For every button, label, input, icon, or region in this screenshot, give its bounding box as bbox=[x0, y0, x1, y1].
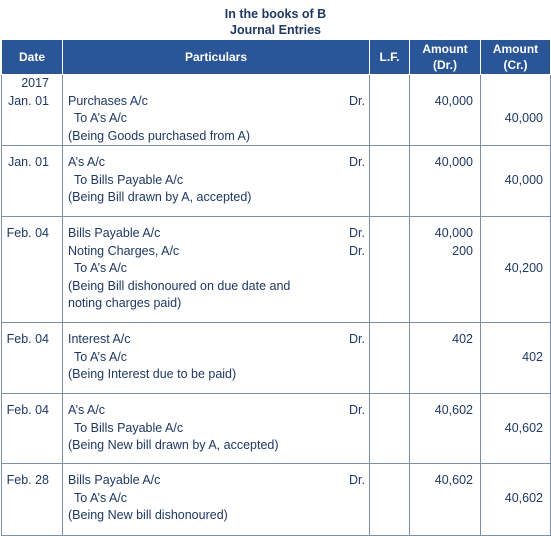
dr-marker: Dr. bbox=[349, 93, 365, 108]
dr-amount-label: Amount bbox=[422, 42, 468, 56]
narration: (Being New bill drawn by A, accepted) bbox=[68, 438, 279, 452]
header-row: Date Particulars L.F. Amount (Dr.) Amoun… bbox=[1, 39, 551, 75]
date-cell: Feb. 04 bbox=[1, 322, 63, 394]
narration: (Being Interest due to be paid) bbox=[68, 367, 237, 381]
dr-amount: 40,000 bbox=[434, 93, 473, 108]
dr-marker: Dr. bbox=[349, 332, 365, 346]
entry-date: Feb. 28 bbox=[6, 473, 49, 487]
cr-amount: 40,000 bbox=[504, 172, 543, 187]
debit-account: Interest A/c bbox=[68, 332, 131, 346]
table-row: Feb. 04 Bills Payable A/c Noting Charges… bbox=[1, 216, 551, 323]
cr-amount-cell: 40,000 bbox=[480, 145, 551, 217]
particulars-cell: Bills Payable A/c To A’s A/c (Being New … bbox=[62, 463, 370, 536]
cr-amount-cell: 40,000 bbox=[480, 74, 551, 146]
cr-amount-cell: 40,200 bbox=[480, 216, 551, 323]
cr-amount: 40,200 bbox=[504, 261, 543, 275]
debit-account: Bills Payable A/c bbox=[68, 473, 161, 487]
dr-marker: Dr. bbox=[349, 155, 365, 169]
entry-date: Feb. 04 bbox=[6, 332, 49, 346]
entry-date: Jan. 01 bbox=[7, 93, 49, 108]
col-date-header: Date bbox=[1, 39, 63, 75]
dr-amount-cell: 40,602 bbox=[409, 463, 481, 536]
dr-amount-cell: 40,602 bbox=[409, 393, 481, 464]
cr-amount: 402 bbox=[522, 349, 543, 364]
cr-amount-label: Amount bbox=[492, 42, 539, 56]
lf-cell bbox=[369, 74, 410, 146]
narration: (Being Goods purchased from A) bbox=[68, 128, 251, 143]
particulars-cell: A’s A/c To Bills Payable A/c (Being Bill… bbox=[62, 145, 370, 217]
lf-cell bbox=[369, 145, 410, 217]
credit-account: To A’s A/c bbox=[74, 261, 128, 275]
cr-amount: 40,000 bbox=[504, 111, 543, 125]
dr-amount-cell: 40,000 200 bbox=[409, 216, 481, 323]
cr-amount-cell: 402 bbox=[480, 322, 551, 394]
particulars-cell: Purchases A/c To A’s A/c (Being Goods pu… bbox=[62, 74, 370, 146]
cr-label: (Cr.) bbox=[503, 58, 528, 72]
debit-account: Noting Charges, A/c bbox=[68, 243, 180, 258]
narration: (Being New bill dishonoured) bbox=[68, 508, 228, 522]
book-title: In the books of B bbox=[224, 7, 327, 21]
narration: (Being Bill drawn by A, accepted) bbox=[68, 190, 252, 204]
date-cell: Jan. 01 bbox=[1, 145, 63, 217]
dr-amount: 40,602 bbox=[434, 403, 473, 417]
dr-amount: 40,000 bbox=[434, 155, 473, 169]
dr-amount: 40,602 bbox=[434, 473, 473, 487]
col-dr-amount-header: Amount (Dr.) bbox=[409, 39, 481, 75]
debit-account: Purchases A/c bbox=[68, 93, 148, 108]
table-row: Feb. 04 Interest A/c To A’s A/c (Being I… bbox=[1, 322, 551, 394]
dr-amount: 40,000 bbox=[434, 226, 473, 240]
particulars-cell: Interest A/c To A’s A/c (Being Interest … bbox=[62, 322, 370, 394]
date-cell: Feb. 04 bbox=[1, 216, 63, 323]
particulars-cell: A’s A/c To Bills Payable A/c (Being New … bbox=[62, 393, 370, 464]
dr-amount-cell: 40,000 bbox=[409, 74, 481, 146]
narration: (Being Bill dishonoured on due date and bbox=[68, 278, 291, 293]
credit-account: To A’s A/c bbox=[74, 111, 128, 125]
date-cell: Feb. 28 bbox=[1, 463, 63, 536]
dr-amount-cell: 40,000 bbox=[409, 145, 481, 217]
credit-account: To A’s A/c bbox=[74, 349, 128, 364]
date-cell: 2017 Jan. 01 bbox=[1, 74, 63, 146]
entry-year: 2017 bbox=[21, 76, 49, 90]
debit-account: A’s A/c bbox=[68, 403, 106, 417]
dr-amount: 200 bbox=[452, 243, 473, 258]
dr-marker: Dr. bbox=[349, 403, 365, 417]
cr-amount: 40,602 bbox=[504, 490, 543, 505]
lf-cell bbox=[369, 463, 410, 536]
col-particulars-header: Particulars bbox=[62, 39, 370, 75]
lf-cell bbox=[369, 216, 410, 323]
lf-cell bbox=[369, 322, 410, 394]
narration: noting charges paid) bbox=[68, 296, 182, 310]
dr-marker: Dr. bbox=[349, 243, 365, 258]
entry-date: Feb. 04 bbox=[6, 226, 49, 240]
table-row: Feb. 28 Bills Payable A/c To A’s A/c (Be… bbox=[1, 463, 551, 536]
debit-account: A’s A/c bbox=[68, 155, 106, 169]
journal-table: Date Particulars L.F. Amount (Dr.) Amoun… bbox=[1, 39, 551, 536]
credit-account: To A’s A/c bbox=[74, 490, 128, 505]
col-cr-amount-header: Amount (Cr.) bbox=[480, 39, 551, 75]
cr-amount-cell: 40,602 bbox=[480, 393, 551, 464]
dr-amount: 402 bbox=[452, 332, 473, 346]
journal-title: Journal Entries bbox=[230, 23, 321, 37]
table-row: 2017 Jan. 01 Purchases A/c To A’s A/c (B… bbox=[1, 74, 551, 146]
dr-amount-cell: 402 bbox=[409, 322, 481, 394]
table-row: Feb. 04 A’s A/c To Bills Payable A/c (Be… bbox=[1, 393, 551, 464]
dr-marker: Dr. bbox=[349, 473, 365, 487]
table-row: Jan. 01 A’s A/c To Bills Payable A/c (Be… bbox=[1, 145, 551, 217]
credit-account: To Bills Payable A/c bbox=[74, 172, 184, 187]
dr-label: (Dr.) bbox=[433, 58, 457, 72]
cr-amount-cell: 40,602 bbox=[480, 463, 551, 536]
credit-account: To Bills Payable A/c bbox=[74, 420, 184, 435]
date-cell: Feb. 04 bbox=[1, 393, 63, 464]
cr-amount: 40,602 bbox=[504, 420, 543, 435]
particulars-cell: Bills Payable A/c Noting Charges, A/c To… bbox=[62, 216, 370, 323]
debit-account: Bills Payable A/c bbox=[68, 226, 161, 240]
entry-date: Feb. 04 bbox=[6, 403, 49, 417]
lf-cell bbox=[369, 393, 410, 464]
dr-marker: Dr. bbox=[349, 226, 365, 240]
col-lf-header: L.F. bbox=[369, 39, 410, 75]
entry-date: Jan. 01 bbox=[7, 155, 49, 169]
